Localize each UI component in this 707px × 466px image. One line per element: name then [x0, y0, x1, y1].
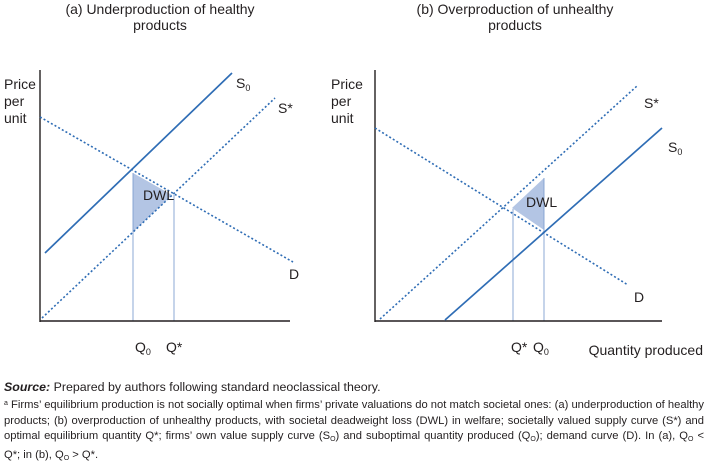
note-marker: a: [4, 400, 8, 407]
note-text-5: > Q*.: [69, 448, 99, 461]
source-caption: Source: Prepared by authors following st…: [4, 380, 704, 396]
panel-b-demand-label: D: [634, 289, 644, 305]
panel-a-ylabel-line2: per: [4, 93, 25, 109]
panel-a-title-line1: (a) Underproduction of healthy: [65, 1, 254, 17]
panel-b-ylabel-line3: unit: [331, 110, 354, 126]
figure: (a) Underproduction of healthy products …: [4, 1, 703, 358]
panel-b-ylabel-line1: Price: [331, 76, 363, 92]
note-text-3: ); demand curve (D). In (a), Q: [535, 430, 688, 443]
panel-a-ylabel-line3: unit: [4, 110, 27, 126]
source-text: Prepared by authors following standard n…: [50, 380, 381, 394]
panel-b-ylabel-line2: per: [331, 93, 352, 109]
note-text-4: < Q*; in (b), Q: [4, 430, 704, 461]
panel-a: (a) Underproduction of healthy products …: [4, 1, 299, 357]
panel-a-s0-label: S0: [236, 75, 250, 93]
panel-b-s0-label: S0: [668, 139, 682, 157]
note-sub-1: O: [330, 436, 336, 444]
panel-a-dwl-label: DWL: [143, 187, 174, 203]
note-sub-3: O: [687, 436, 694, 444]
note-text-1: Firms’ equilibrium production is not soc…: [4, 399, 704, 443]
note-sub-2: O: [530, 436, 536, 444]
panel-a-title-line2: products: [133, 17, 187, 33]
panel-b-s0-curve: [444, 127, 663, 321]
panel-b-sstar-curve: [379, 85, 638, 320]
panel-b-qstar-label: Q*: [511, 339, 528, 355]
panel-b: (b) Overproduction of unhealthy products…: [331, 1, 703, 358]
note-text-2: ) and suboptimal quantity produced (Q: [335, 430, 531, 443]
panel-b-xlabel: Quantity produced: [589, 342, 703, 358]
panel-a-ylabel-line1: Price: [4, 76, 36, 92]
panel-b-q0-label: Q0: [533, 339, 549, 357]
panel-a-qstar-label: Q*: [166, 339, 183, 355]
panel-a-dwl-area: [133, 173, 172, 232]
panel-a-demand-label: D: [289, 266, 299, 282]
note-sub-4: O: [63, 454, 70, 462]
panel-a-sstar-label: S*: [278, 100, 293, 116]
panel-b-title-line1: (b) Overproduction of unhealthy: [417, 1, 614, 17]
panel-b-sstar-label: S*: [644, 95, 659, 111]
panel-b-demand-curve: [374, 127, 629, 286]
panel-b-title-line2: products: [488, 17, 542, 33]
panel-a-sstar-curve: [41, 97, 276, 319]
panel-a-q0-label: Q0: [135, 339, 151, 357]
panel-b-dwl-label: DWL: [526, 194, 557, 210]
figure-note: a Firms’ equilibrium production is not s…: [4, 396, 704, 466]
panel-b-dwl-area: [512, 178, 544, 230]
source-label: Source:: [4, 380, 51, 394]
panel-a-s0-curve: [44, 72, 233, 254]
